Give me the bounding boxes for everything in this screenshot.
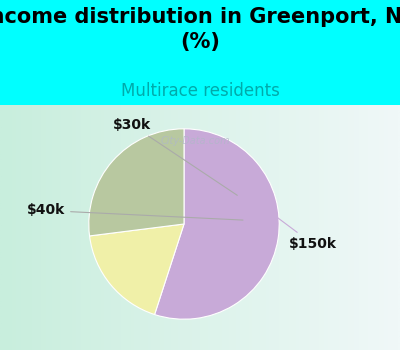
Text: Multirace residents: Multirace residents [120,82,280,100]
Text: $150k: $150k [215,171,336,251]
Text: City-Data.com: City-Data.com [161,136,231,146]
Wedge shape [89,129,184,236]
Text: $40k: $40k [27,203,243,220]
Wedge shape [154,129,279,319]
Text: $30k: $30k [112,118,237,195]
Wedge shape [90,224,184,315]
Text: Income distribution in Greenport, NY
(%): Income distribution in Greenport, NY (%) [0,7,400,52]
